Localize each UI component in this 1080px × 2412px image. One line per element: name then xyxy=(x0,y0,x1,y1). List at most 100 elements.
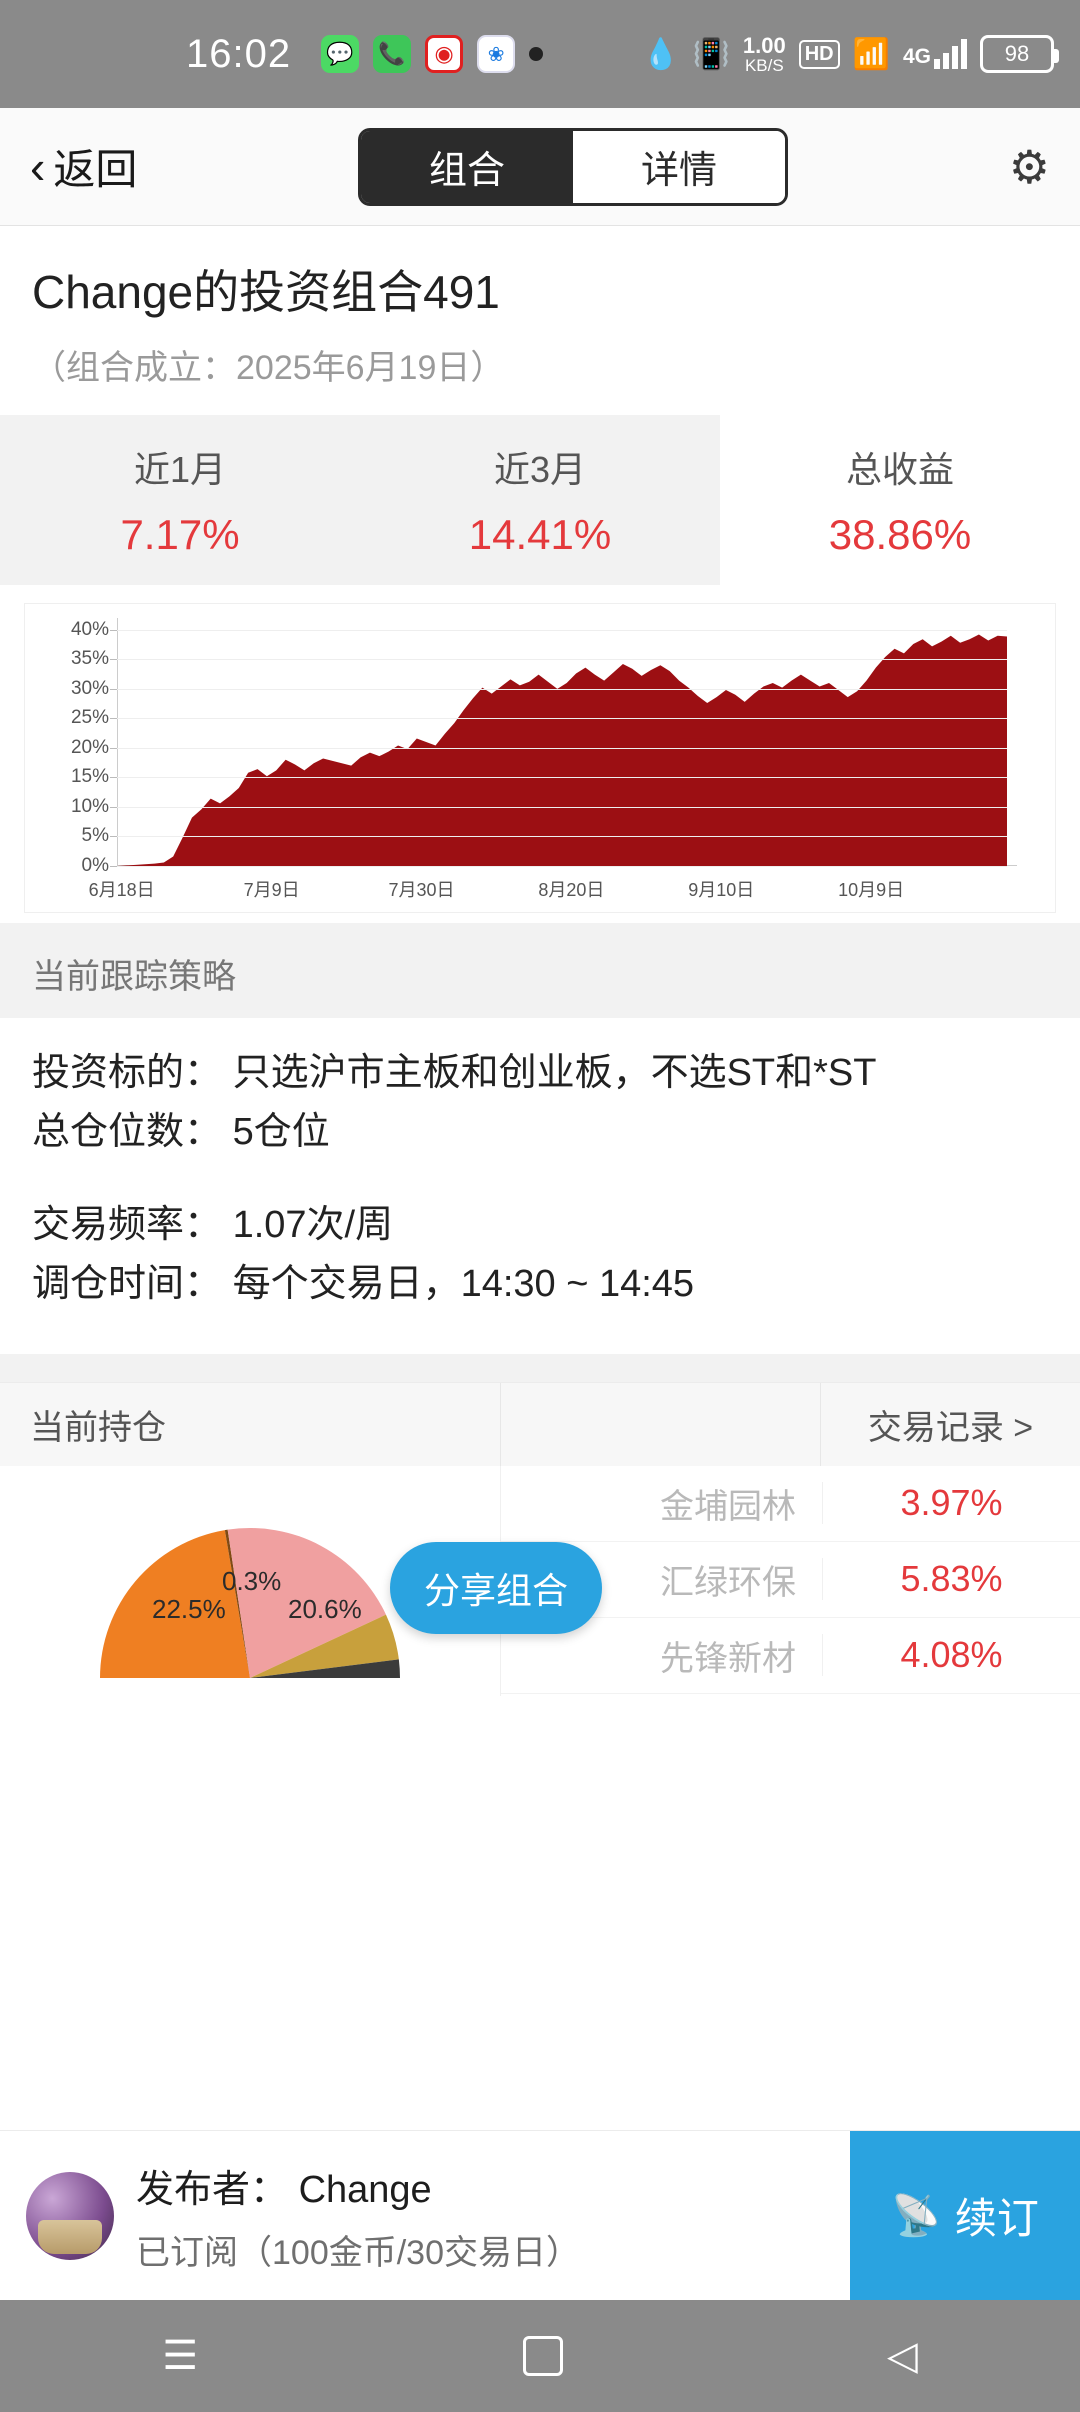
android-nav-bar: ☰ ◁ xyxy=(0,2300,1080,2412)
signal-bars-icon xyxy=(934,39,967,69)
holdings-header: 当前持仓 交易记录 > xyxy=(0,1381,1080,1466)
stock-pct: 5.83% xyxy=(822,1558,1080,1601)
chart-gridline xyxy=(117,747,1007,749)
table-row[interactable]: 金埔园林 3.97% xyxy=(501,1466,1080,1542)
status-right: 💧 📳 1.00 KB/S HD 📶 4G 98 xyxy=(642,32,1059,75)
chart-y-tick xyxy=(110,866,117,867)
tab-switcher[interactable]: 组合 详情 xyxy=(358,127,789,206)
menu-icon[interactable]: ☰ xyxy=(162,2334,199,2378)
back-triangle-icon[interactable]: ◁ xyxy=(886,2334,918,2378)
chart-gridline xyxy=(117,866,1007,867)
publisher-bar: 发布者： Change 已订阅（100金币/30交易日） 📡 续订 xyxy=(0,2130,1080,2301)
perf-label-total: 总收益 xyxy=(845,449,954,490)
spacer xyxy=(32,1162,1048,1196)
renew-label: 续订 xyxy=(954,2195,1039,2242)
strategy-row-time: 调仓时间： 每个交易日，14:30 ~ 14:45 xyxy=(32,1255,1048,1314)
pie-label-1: 22.5% xyxy=(152,1593,226,1624)
share-portfolio-button[interactable]: 分享组合 xyxy=(390,1541,603,1634)
chart-x-tick-label: 9月10日 xyxy=(688,880,755,900)
chart-area-series xyxy=(117,634,1007,866)
pie-slice xyxy=(250,1658,400,1678)
subscription-status: 已订阅（100金币/30交易日） xyxy=(136,2233,580,2272)
stock-pct: 3.97% xyxy=(822,1482,1080,1525)
pie-slice xyxy=(100,1529,250,1678)
stock-name: 汇绿环保 xyxy=(660,1563,796,1602)
chart-gridline xyxy=(117,777,1007,779)
gear-icon[interactable]: ⚙ xyxy=(1008,140,1050,193)
chart-y-tick xyxy=(110,718,117,720)
chart-y-tick xyxy=(110,777,117,779)
strategy-key-target: 投资标的： xyxy=(32,1052,223,1094)
page-title: Change的投资组合491 xyxy=(32,266,500,318)
tab-details[interactable]: 详情 xyxy=(573,130,786,203)
back-label: 返回 xyxy=(53,146,138,193)
return-chart[interactable]: 0% 5% 10% 15% 20% 25% 30% 35% 40% 6月18日 7月9日 7月30日 8… xyxy=(24,603,1056,913)
pie-label-3: 20.6% xyxy=(288,1593,362,1624)
vibrate-icon: 📳 xyxy=(692,37,730,71)
stock-name: 先锋新材 xyxy=(660,1639,796,1678)
pie-slice xyxy=(227,1527,386,1678)
publisher-info: 发布者： Change 已订阅（100金币/30交易日） xyxy=(136,2158,850,2274)
chart-y-tick-label: 25% xyxy=(70,707,109,729)
avatar[interactable] xyxy=(26,2171,114,2260)
publisher-label: 发布者： xyxy=(136,2168,289,2211)
chart-card: 0% 5% 10% 15% 20% 25% 30% 35% 40% 6月18日 7月9日 7月30日 8… xyxy=(0,585,1080,923)
app-icon: ❀ xyxy=(477,35,516,73)
table-row[interactable]: 先锋新材 4.08% xyxy=(501,1618,1080,1694)
trade-record-link[interactable]: 交易记录 > xyxy=(820,1382,1080,1466)
target-icon: ◉ xyxy=(425,35,464,73)
holdings-body: 22.5% 0.3% 20.6% 金埔园林 3.97% 汇绿环保 5.83% 先… xyxy=(0,1465,1080,1696)
strategy-section-label: 当前跟踪策略 xyxy=(0,923,1080,1018)
phone-icon: 📞 xyxy=(373,35,412,73)
chart-gridline xyxy=(117,806,1007,808)
back-button[interactable]: ‹ 返回 xyxy=(30,136,137,197)
home-square-icon[interactable] xyxy=(522,2336,563,2376)
chart-y-tick xyxy=(110,836,117,838)
strategy-key-frequency: 交易频率： xyxy=(32,1203,223,1246)
table-row[interactable]: 汇绿环保 5.83% xyxy=(501,1542,1080,1618)
perf-cell-3m[interactable]: 近3月 14.41% xyxy=(360,415,720,585)
pie-label-2: 0.3% xyxy=(222,1565,282,1596)
holdings-header-spacer xyxy=(500,1382,820,1466)
net-speed-value: 1.00 xyxy=(742,32,786,58)
chart-y-tick xyxy=(110,747,117,749)
renew-subscription-button[interactable]: 📡 续订 xyxy=(850,2130,1080,2301)
battery-level: 98 xyxy=(1004,41,1030,66)
chart-y-tick-label: 30% xyxy=(70,677,109,699)
perf-value-total: 38.86% xyxy=(828,511,972,558)
chart-y-tick-label: 35% xyxy=(70,648,109,670)
section-spacer xyxy=(0,1353,1080,1382)
net-speed-unit: KB/S xyxy=(744,55,784,75)
stock-name: 金埔园林 xyxy=(660,1487,796,1526)
chart-gridline xyxy=(117,629,1007,631)
tab-portfolio[interactable]: 组合 xyxy=(361,130,574,203)
wifi-icon: 📶 xyxy=(852,37,890,71)
strategy-value-time: 每个交易日，14:30 ~ 14:45 xyxy=(232,1262,695,1305)
strategy-value-frequency: 1.07次/周 xyxy=(232,1203,394,1246)
publisher-name: Change xyxy=(298,2168,432,2211)
performance-row: 近1月 7.17% 近3月 14.41% 总收益 38.86% xyxy=(0,415,1080,585)
chevron-left-icon: ‹ xyxy=(30,140,46,193)
holdings-pie-chart[interactable]: 22.5% 0.3% 20.6% xyxy=(0,1466,500,1696)
perf-cell-1m[interactable]: 近1月 7.17% xyxy=(0,415,360,585)
chart-y-tick-label: 40% xyxy=(70,618,109,640)
chart-plot-area: 0% 5% 10% 15% 20% 25% 30% 35% 40% 6月18日 7月9日 7月30日 8… xyxy=(71,618,1017,900)
strategy-key-positions: 总仓位数： xyxy=(32,1110,223,1153)
nav-bar: ‹ 返回 组合 详情 ⚙ xyxy=(0,108,1080,226)
network-type-label: 4G xyxy=(902,45,931,68)
holdings-label: 当前持仓 xyxy=(30,1408,166,1447)
chart-x-tick-label: 7月9日 xyxy=(243,880,300,900)
chart-y-tick xyxy=(110,806,117,808)
pie-slice xyxy=(250,1614,399,1678)
strategy-row-positions: 总仓位数： 5仓位 xyxy=(32,1103,1048,1162)
strategy-value-target: 只选沪市主板和创业板，不选ST和*ST xyxy=(232,1052,877,1094)
perf-cell-total[interactable]: 总收益 38.86% xyxy=(720,415,1080,585)
chart-gridline xyxy=(117,659,1007,661)
portfolio-header: Change的投资组合491 （组合成立：2025年6月19日） xyxy=(0,226,1080,415)
rss-icon: 📡 xyxy=(891,2194,941,2238)
perf-value-3m: 14.41% xyxy=(468,511,612,558)
perf-label-3m: 近3月 xyxy=(493,449,587,490)
cellular-signal-icon: 4G xyxy=(903,39,967,69)
hd-icon: HD xyxy=(798,39,840,69)
chart-y-tick xyxy=(110,688,117,690)
